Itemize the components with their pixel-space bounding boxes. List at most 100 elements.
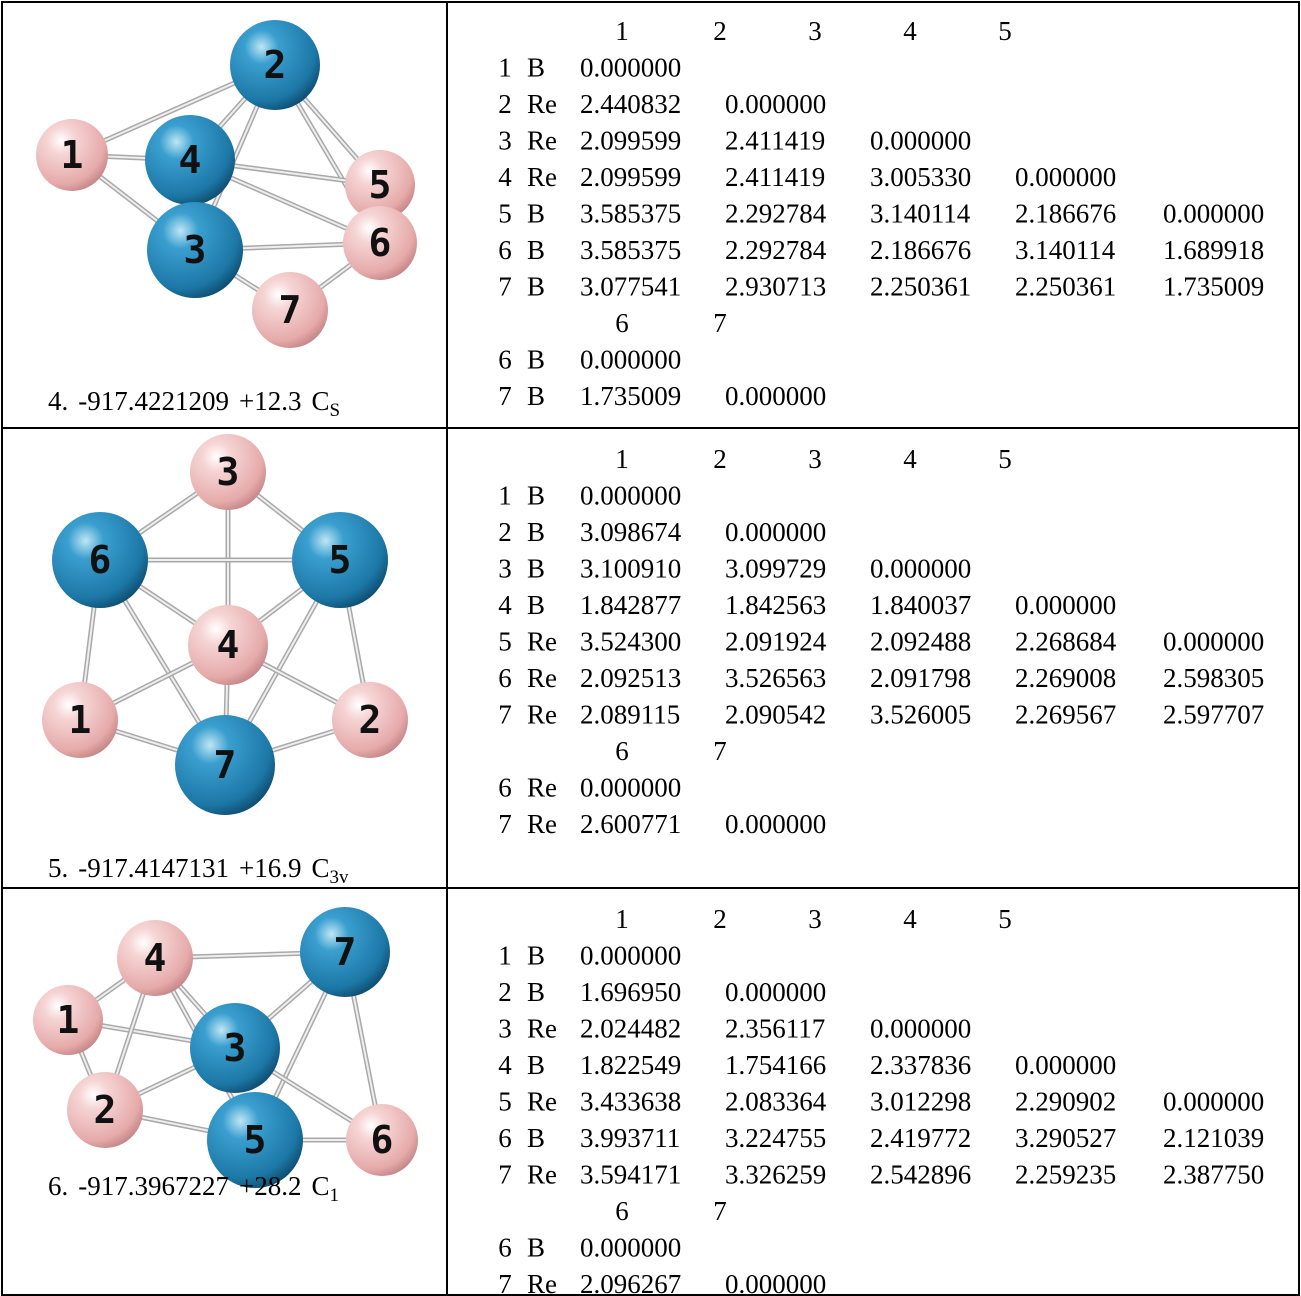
atom-element: B — [527, 1050, 545, 1080]
atom-index: 6 — [498, 345, 512, 375]
distance: 2.337836 — [870, 1050, 971, 1080]
atom-element: B — [527, 53, 545, 83]
distance: 2.411419 — [725, 126, 825, 156]
distance: 2.250361 — [1015, 272, 1116, 302]
atom-label: 1 — [61, 133, 84, 177]
atom-index: 5 — [498, 199, 512, 229]
distance: 2.091924 — [725, 627, 827, 657]
distance: 0.000000 — [725, 1269, 826, 1296]
distance: 2.290902 — [1015, 1087, 1116, 1117]
caption-number: 5. — [48, 853, 68, 883]
distance: 3.100910 — [580, 554, 681, 584]
distance: 0.000000 — [870, 126, 971, 156]
matrix-header: 2 — [713, 16, 727, 46]
distance: 2.597707 — [1163, 700, 1264, 730]
atom-label: 5 — [329, 538, 352, 582]
atom-index: 2 — [498, 977, 512, 1007]
distance: 1.842563 — [725, 590, 826, 620]
distance: 2.092488 — [870, 627, 971, 657]
distance: 3.594171 — [580, 1160, 681, 1190]
distance: 0.000000 — [580, 941, 681, 971]
atom-element: B — [527, 235, 545, 265]
distance: 1.842877 — [580, 590, 681, 620]
atom-index: 6 — [498, 235, 512, 265]
matrix-header: 7 — [713, 308, 727, 338]
distance: 0.000000 — [580, 481, 681, 511]
atom-element: B — [527, 345, 545, 375]
atom-element: B — [527, 977, 545, 1007]
caption-relative: +12.3 — [239, 386, 301, 416]
atom-label: 1 — [69, 698, 92, 742]
atom-index: 6 — [498, 1233, 512, 1263]
atom-label: 5 — [369, 163, 392, 207]
distance: 0.000000 — [725, 89, 826, 119]
distance: 3.433638 — [580, 1087, 681, 1117]
distance: 3.012298 — [870, 1087, 971, 1117]
distance: 3.099729 — [725, 554, 826, 584]
distance: 3.140114 — [870, 199, 971, 229]
matrix-header: 3 — [808, 904, 822, 934]
distance: 2.600771 — [580, 809, 681, 839]
distance: 2.259235 — [1015, 1160, 1116, 1190]
distance: 2.250361 — [870, 272, 971, 302]
distance: 0.000000 — [1163, 627, 1264, 657]
molecule-diagram: 1347256 — [33, 907, 418, 1188]
caption-subscript: 1 — [330, 1185, 340, 1206]
atom-index: 4 — [498, 1050, 512, 1080]
distance: 2.292784 — [725, 235, 827, 265]
distance: 0.000000 — [1015, 590, 1116, 620]
distance: 1.689918 — [1163, 235, 1264, 265]
distance: 0.000000 — [725, 977, 826, 1007]
distance: 0.000000 — [1163, 1087, 1264, 1117]
distance: 2.096267 — [580, 1269, 681, 1296]
atom-label: 1 — [57, 998, 80, 1042]
distance: 3.526005 — [870, 700, 971, 730]
caption-number: 4. — [48, 386, 68, 416]
caption-relative: +16.9 — [239, 853, 301, 883]
atom-element: Re — [527, 89, 557, 119]
distance: 1.754166 — [725, 1050, 826, 1080]
caption-symmetry: C — [311, 1171, 329, 1201]
atom-label: 7 — [334, 930, 357, 974]
distance: 1.840037 — [870, 590, 971, 620]
atom-element: B — [527, 590, 545, 620]
distance: 2.419772 — [870, 1123, 971, 1153]
distance: 3.526563 — [725, 663, 826, 693]
caption-energy: -917.4221209 — [78, 386, 229, 416]
distance: 2.268684 — [1015, 627, 1117, 657]
matrix-header: 3 — [808, 444, 822, 474]
atom-element: B — [527, 381, 545, 411]
atom-element: B — [527, 554, 545, 584]
distance: 3.326259 — [725, 1160, 826, 1190]
distance: 2.092513 — [580, 663, 681, 693]
distance: 2.930713 — [725, 272, 826, 302]
distance: 3.993711 — [580, 1123, 680, 1153]
matrix-header: 1 — [615, 16, 629, 46]
page: 56124374.-917.4221209+12.3CS123451B0.000… — [0, 0, 1301, 1296]
distance: 3.585375 — [580, 235, 681, 265]
matrix-header: 4 — [903, 16, 917, 46]
distance: 1.822549 — [580, 1050, 681, 1080]
atom-index: 3 — [498, 1014, 512, 1044]
atom-element: B — [527, 272, 545, 302]
distance: 0.000000 — [580, 345, 681, 375]
atom-element: Re — [527, 1160, 557, 1190]
document-table: 56124374.-917.4221209+12.3CS123451B0.000… — [0, 0, 1301, 1296]
atom-label: 4 — [144, 936, 167, 980]
atom-element: B — [527, 941, 545, 971]
distance: 2.186676 — [870, 235, 971, 265]
distance: 3.140114 — [1015, 235, 1116, 265]
distance: 0.000000 — [725, 517, 826, 547]
distance: 2.356117 — [725, 1014, 825, 1044]
matrix-header: 2 — [713, 444, 727, 474]
distance: 2.024482 — [580, 1014, 681, 1044]
atom-label: 4 — [217, 623, 240, 667]
distance: 1.735009 — [580, 381, 681, 411]
atom-label: 2 — [264, 43, 287, 87]
distance: 3.585375 — [580, 199, 681, 229]
atom-index: 7 — [498, 381, 512, 411]
atom-element: Re — [527, 126, 557, 156]
atom-label: 6 — [89, 538, 112, 582]
